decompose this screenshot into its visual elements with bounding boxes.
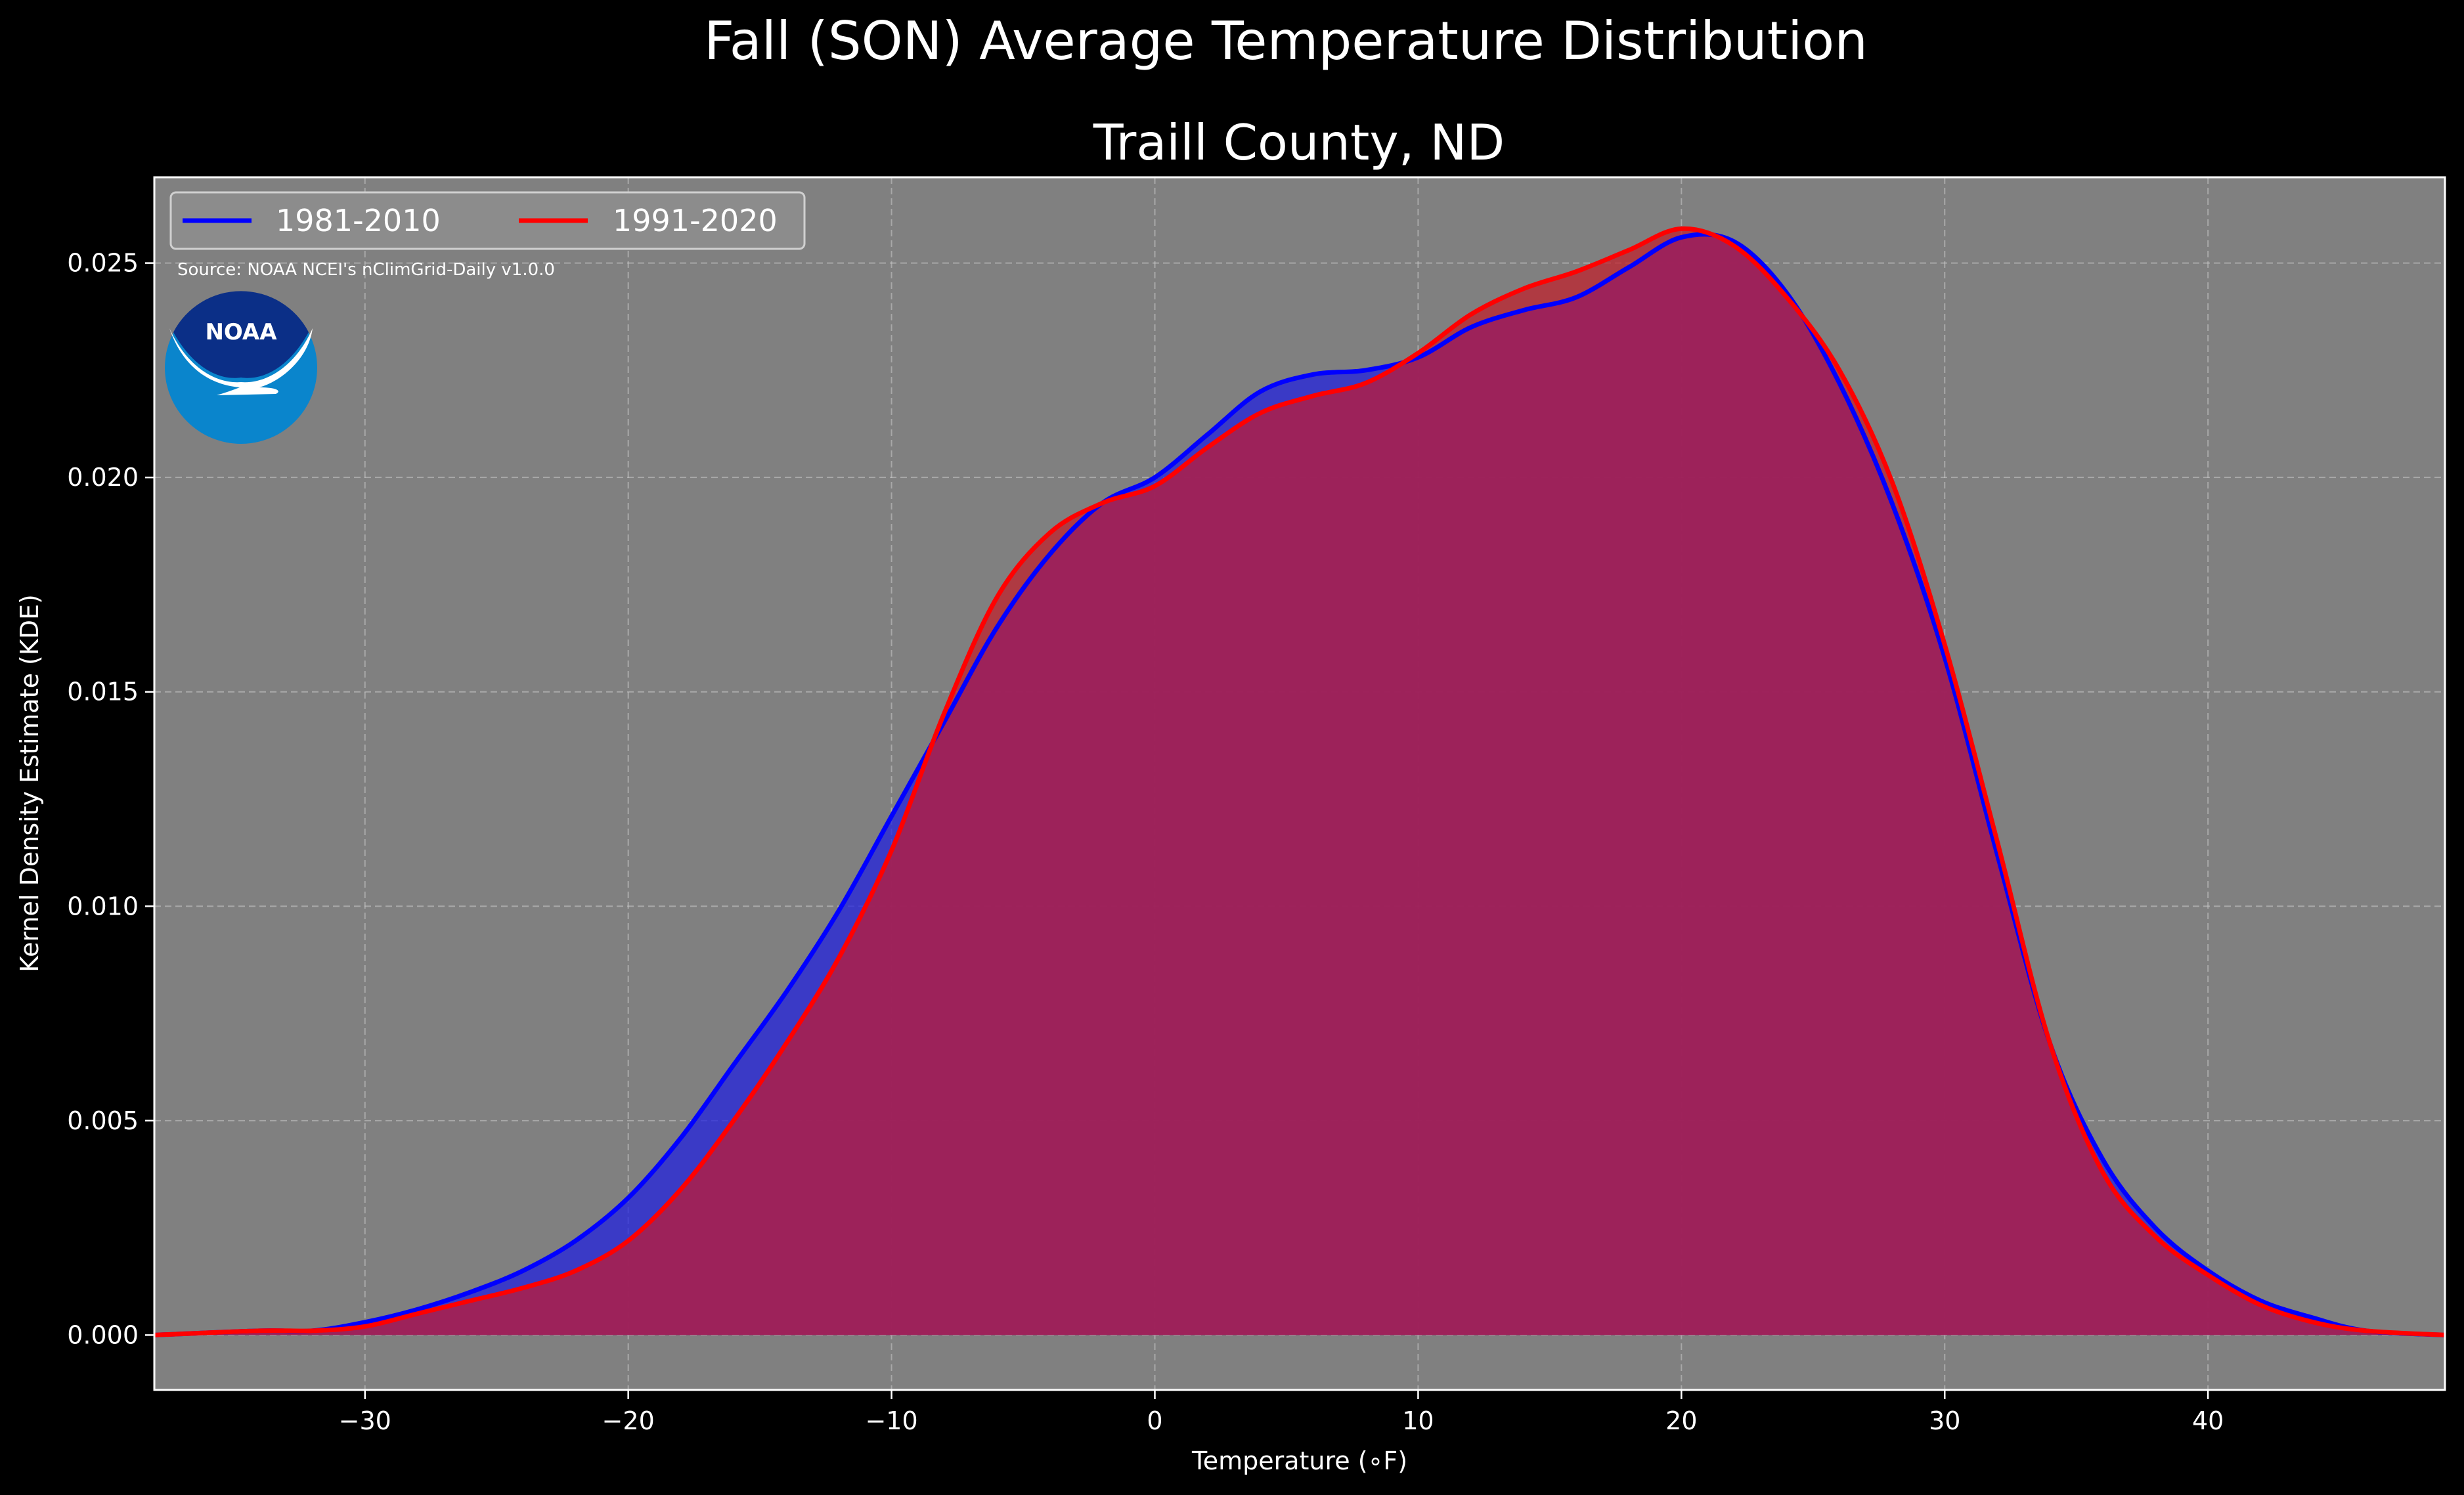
- legend-label-1991-2020: 1991-2020: [613, 203, 778, 238]
- density-fills: [154, 228, 2445, 1335]
- x-tick-label: −30: [339, 1406, 391, 1435]
- x-axis-label: Temperature (∘F): [1191, 1446, 1407, 1475]
- x-tick-label: −20: [602, 1406, 655, 1435]
- y-tick-label: 0.005: [67, 1106, 139, 1135]
- y-tick-label: 0.015: [67, 678, 139, 706]
- legend-label-1981-2010: 1981-2010: [276, 203, 441, 238]
- chart-subtitle: Traill County, ND: [1093, 114, 1505, 171]
- axis-ticks: −30 −20 −10 0 10 20 30 40 0.000 0.005 0.010 0.015 0.…: [67, 249, 2224, 1435]
- source-note: Source: NOAA NCEI's nClimGrid-Daily v1.0…: [177, 260, 555, 280]
- noaa-logo: NOAA: [165, 291, 317, 444]
- legend: 1981-2010 1991-2020: [169, 191, 806, 250]
- y-tick-label: 0.010: [67, 892, 139, 921]
- x-tick-label: −10: [865, 1406, 917, 1435]
- plot-frame: [153, 176, 2446, 1391]
- legend-box: [169, 191, 806, 250]
- y-tick-label: 0.000: [67, 1320, 139, 1349]
- chart-title: Fall (SON) Average Temperature Distribut…: [704, 11, 1868, 72]
- noaa-logo-text: NOAA: [205, 319, 277, 345]
- y-axis-label: Kernel Density Estimate (KDE): [15, 594, 44, 972]
- series-line-1991-2020: [154, 226, 2445, 1337]
- x-tick-label: 0: [1147, 1406, 1162, 1435]
- overlap-fill: [154, 235, 2445, 1335]
- noaa-logo-top-band: [173, 291, 309, 378]
- y-tick-label: 0.020: [67, 463, 139, 492]
- noaa-logo-bird: [169, 328, 313, 395]
- x-tick-label: 40: [2192, 1406, 2224, 1435]
- y-tick-label: 0.025: [67, 249, 139, 278]
- x-tick-label: 20: [1665, 1406, 1697, 1435]
- x-tick-label: 10: [1402, 1406, 1434, 1435]
- x-tick-label: 30: [1929, 1406, 1960, 1435]
- density-lines: [154, 226, 2445, 1337]
